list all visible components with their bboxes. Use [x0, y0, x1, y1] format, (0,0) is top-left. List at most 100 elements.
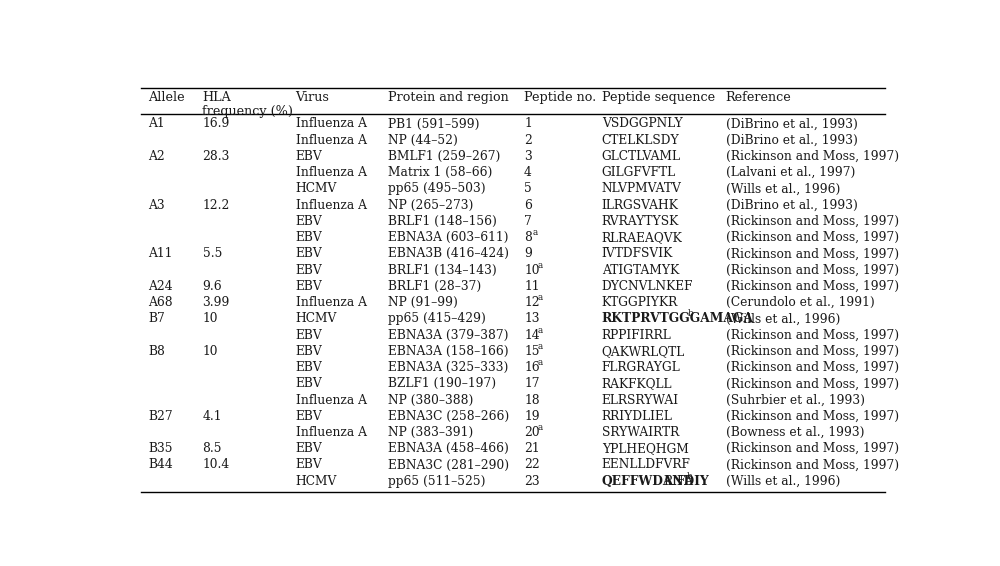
Text: pp65 (495–503): pp65 (495–503): [388, 182, 486, 195]
Text: (Rickinson and Moss, 1997): (Rickinson and Moss, 1997): [726, 231, 899, 244]
Text: B44: B44: [148, 458, 173, 471]
Text: ILRGSVAHK: ILRGSVAHK: [602, 199, 678, 212]
Text: ATIGTAMYK: ATIGTAMYK: [602, 264, 679, 277]
Text: EBV: EBV: [296, 231, 322, 244]
Text: a: a: [538, 261, 543, 270]
Text: (Rickinson and Moss, 1997): (Rickinson and Moss, 1997): [726, 329, 899, 342]
Text: Virus: Virus: [296, 91, 329, 104]
Text: 6: 6: [524, 199, 532, 212]
Text: A24: A24: [148, 280, 173, 293]
Text: BRLF1 (148–156): BRLF1 (148–156): [388, 215, 497, 228]
Text: (Wills et al., 1996): (Wills et al., 1996): [726, 312, 840, 325]
Text: (Rickinson and Moss, 1997): (Rickinson and Moss, 1997): [726, 345, 899, 358]
Text: EBNA3A (325–333): EBNA3A (325–333): [388, 361, 509, 374]
Text: NP (265–273): NP (265–273): [388, 199, 474, 212]
Text: RRIYDLIEL: RRIYDLIEL: [602, 410, 672, 423]
Text: ELRSRYWAI: ELRSRYWAI: [602, 393, 679, 406]
Text: NP (91–99): NP (91–99): [388, 296, 458, 309]
Text: 9.6: 9.6: [202, 280, 222, 293]
Text: EBV: EBV: [296, 280, 322, 293]
Text: EBV: EBV: [296, 410, 322, 423]
Text: RLRAEAQVK: RLRAEAQVK: [602, 231, 682, 244]
Text: EBV: EBV: [296, 458, 322, 471]
Text: FLRGRAYGL: FLRGRAYGL: [602, 361, 680, 374]
Text: HCMV: HCMV: [296, 475, 337, 488]
Text: 28.3: 28.3: [202, 150, 230, 163]
Text: 7: 7: [524, 215, 532, 228]
Text: YPLHEQHGM: YPLHEQHGM: [602, 442, 688, 455]
Text: NP (380–388): NP (380–388): [388, 393, 474, 406]
Text: EBV: EBV: [296, 264, 322, 277]
Text: (Rickinson and Moss, 1997): (Rickinson and Moss, 1997): [726, 150, 899, 163]
Text: RPPIFIRRL: RPPIFIRRL: [602, 329, 671, 342]
Text: EENLLDFVRF: EENLLDFVRF: [602, 458, 690, 471]
Text: 13: 13: [524, 312, 540, 325]
Text: Influenza A: Influenza A: [296, 166, 366, 179]
Text: 10: 10: [202, 312, 218, 325]
Text: NP (383–391): NP (383–391): [388, 426, 474, 439]
Text: b: b: [687, 472, 692, 481]
Text: (Suhrbier et al., 1993): (Suhrbier et al., 1993): [726, 393, 865, 406]
Text: 3: 3: [524, 150, 532, 163]
Text: 5: 5: [524, 182, 532, 195]
Text: (Lalvani et al., 1997): (Lalvani et al., 1997): [726, 166, 855, 179]
Text: Reference: Reference: [726, 91, 791, 104]
Text: B35: B35: [148, 442, 173, 455]
Text: EBNA3B (416–424): EBNA3B (416–424): [388, 247, 510, 260]
Text: EBV: EBV: [296, 150, 322, 163]
Text: Peptide sequence: Peptide sequence: [602, 91, 715, 104]
Text: 15: 15: [524, 345, 540, 358]
Text: EBV: EBV: [296, 345, 322, 358]
Text: 2: 2: [524, 134, 532, 147]
Text: A1: A1: [148, 118, 165, 131]
Text: (Cerundolo et al., 1991): (Cerundolo et al., 1991): [726, 296, 874, 309]
Text: QAKWRLQTL: QAKWRLQTL: [602, 345, 685, 358]
Text: b: b: [688, 310, 694, 319]
Text: Influenza A: Influenza A: [296, 199, 366, 212]
Text: A3: A3: [148, 199, 165, 212]
Text: EBNA3A (379–387): EBNA3A (379–387): [388, 329, 509, 342]
Text: RIFA: RIFA: [663, 475, 694, 488]
Text: RKTPRVTGGGAMAGA: RKTPRVTGGGAMAGA: [602, 312, 754, 325]
Text: (Wills et al., 1996): (Wills et al., 1996): [726, 475, 840, 488]
Text: 18: 18: [524, 393, 540, 406]
Text: a: a: [538, 342, 543, 351]
Text: GLCTLVAML: GLCTLVAML: [602, 150, 681, 163]
Text: Influenza A: Influenza A: [296, 134, 366, 147]
Text: (Rickinson and Moss, 1997): (Rickinson and Moss, 1997): [726, 361, 899, 374]
Text: HCMV: HCMV: [296, 312, 337, 325]
Text: 16.9: 16.9: [202, 118, 230, 131]
Text: a: a: [538, 325, 543, 335]
Text: a: a: [538, 293, 543, 302]
Text: (Bowness et al., 1993): (Bowness et al., 1993): [726, 426, 864, 439]
Text: a: a: [538, 358, 543, 367]
Text: (Rickinson and Moss, 1997): (Rickinson and Moss, 1997): [726, 280, 899, 293]
Text: RVRAYTYSK: RVRAYTYSK: [602, 215, 679, 228]
Text: 16: 16: [524, 361, 540, 374]
Text: (Wills et al., 1996): (Wills et al., 1996): [726, 182, 840, 195]
Text: B7: B7: [148, 312, 165, 325]
Text: RAKFKQLL: RAKFKQLL: [602, 378, 672, 391]
Text: a: a: [538, 423, 543, 432]
Text: Protein and region: Protein and region: [388, 91, 509, 104]
Text: 14: 14: [524, 329, 540, 342]
Text: 10: 10: [524, 264, 540, 277]
Text: 12.2: 12.2: [202, 199, 230, 212]
Text: EBNA3A (158–166): EBNA3A (158–166): [388, 345, 509, 358]
Text: 1: 1: [524, 118, 532, 131]
Text: BMLF1 (259–267): BMLF1 (259–267): [388, 150, 501, 163]
Text: GILGFVFTL: GILGFVFTL: [602, 166, 676, 179]
Text: PB1 (591–599): PB1 (591–599): [388, 118, 480, 131]
Text: (Rickinson and Moss, 1997): (Rickinson and Moss, 1997): [726, 458, 899, 471]
Text: 12: 12: [524, 296, 540, 309]
Text: IVTDFSVIK: IVTDFSVIK: [602, 247, 673, 260]
Text: (Rickinson and Moss, 1997): (Rickinson and Moss, 1997): [726, 247, 899, 260]
Text: pp65 (415–429): pp65 (415–429): [388, 312, 486, 325]
Text: EBV: EBV: [296, 361, 322, 374]
Text: (Rickinson and Moss, 1997): (Rickinson and Moss, 1997): [726, 264, 899, 277]
Text: (Rickinson and Moss, 1997): (Rickinson and Moss, 1997): [726, 442, 899, 455]
Text: Allele: Allele: [148, 91, 185, 104]
Text: HLA: HLA: [202, 91, 231, 104]
Text: 3.99: 3.99: [202, 296, 230, 309]
Text: EBV: EBV: [296, 442, 322, 455]
